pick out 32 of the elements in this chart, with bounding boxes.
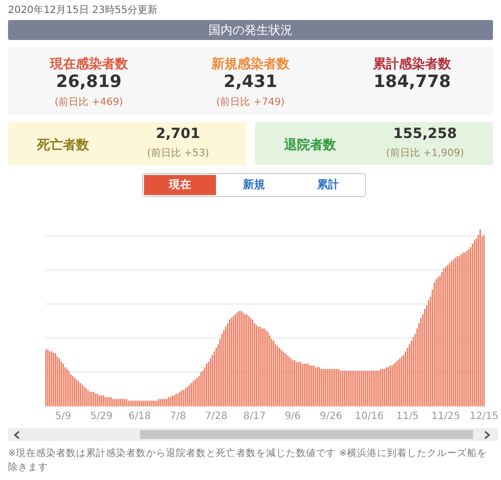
x-tick-label: 12/15 [470,411,498,422]
text: 26,819 [55,72,123,92]
text: 184,778 [372,72,452,92]
text: 2,431 [222,72,278,92]
text: 155,258 [392,126,458,142]
text: 新規感染者数 [210,56,290,73]
text: 死亡者数 [36,136,90,154]
text: (前日比 +1,909) [385,146,465,160]
x-tick-label: 5/9 [55,411,72,422]
text: 現在感染者数 [48,56,129,73]
text: 累計 [316,177,340,193]
x-tick-label: 8/17 [243,411,266,422]
text: (前日比 +469) [54,96,124,109]
x-tick-label: 9/6 [284,411,301,422]
text: (前日比 +53) [146,146,210,160]
x-tick-label: 9/26 [320,411,342,422]
text: 2,701 [154,126,202,142]
text: 国内の発生状況 [8,20,493,40]
x-tick-label: 5/29 [90,411,113,422]
text: 新規 [242,177,266,193]
text: ※現在感染者数は累計感染者数から退院者数と死亡者数を減じた数値です ※横浜港に到着したクルーズ船を除きます [8,447,488,475]
x-tick-label: 11/5 [396,411,419,422]
x-tick-label: 7/28 [204,411,228,422]
text: 退院者数 [283,136,337,154]
x-tick-label: 6/18 [128,411,151,422]
x-tick-label: 7/8 [170,411,186,422]
text: (前日比 +749) [215,96,286,109]
text: 2020年12月15日 23時55分更新 [8,4,158,17]
text: 累計感染者数 [372,56,452,73]
text: 現在 [144,175,216,195]
x-tick-label: 11/25 [431,411,460,422]
x-tick-label: 10/16 [354,411,384,422]
